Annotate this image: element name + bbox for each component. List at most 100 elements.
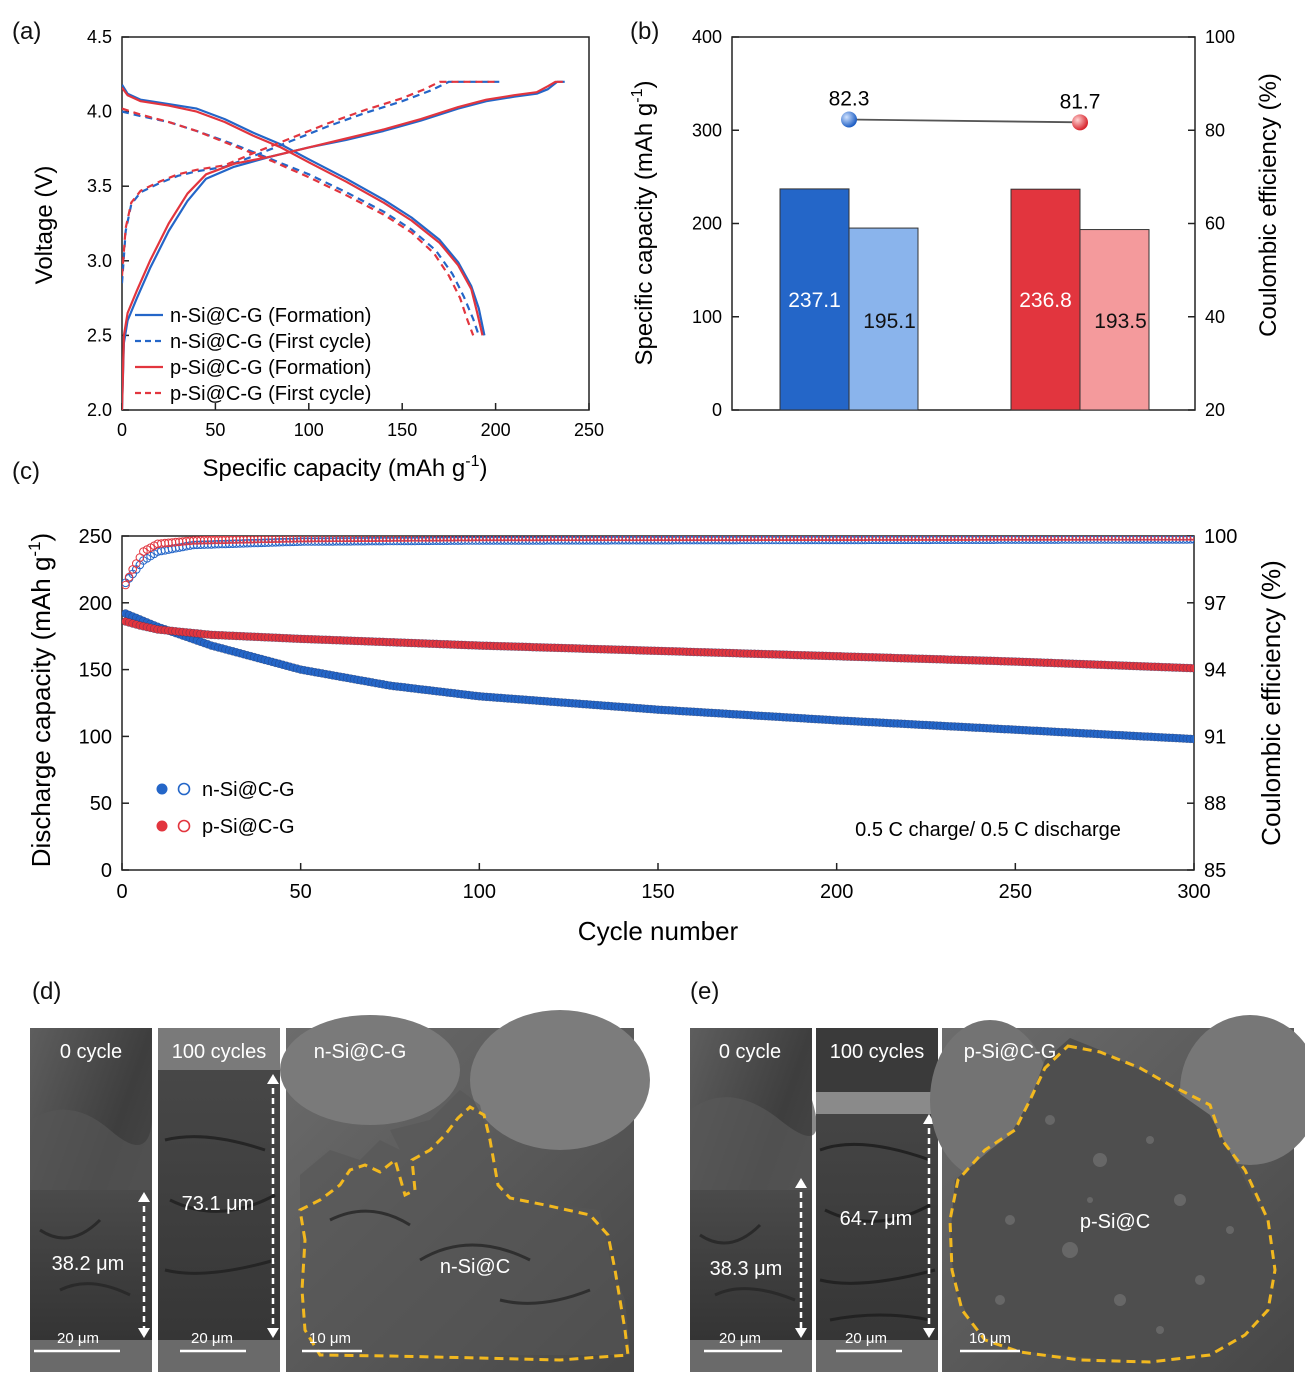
chart-a-series-7: [122, 107, 475, 336]
chart-c-point-2-234: [953, 536, 963, 544]
chart-c-point-2-237: [964, 536, 974, 544]
chart-c-y2tick-label: 94: [1204, 660, 1226, 682]
chart-c-point-3-106: [496, 536, 506, 542]
chart-b-bar-1: [848, 227, 919, 411]
chart-c-point-3-169: [721, 536, 731, 542]
legend-c-n-open: [177, 782, 191, 796]
chart-c-point-2-218: [896, 536, 906, 545]
chart-c-ytick-label: 100: [79, 726, 112, 748]
chart-a-xtick-label: 250: [574, 420, 604, 440]
chart-b-y2tick-label: 60: [1205, 214, 1225, 234]
chart-a-legend-label-3: p-Si@C-G (First cycle): [170, 383, 371, 405]
chart-c-point-3-241: [978, 536, 988, 541]
chart-b-bar-label-3: 193.5: [1094, 310, 1147, 333]
chart-c-point-3-50: [296, 536, 305, 543]
chart-c-point-3-76: [389, 536, 398, 542]
chart-c-point-2-245: [993, 536, 1002, 544]
chart-c-point-2-248: [1003, 536, 1013, 544]
chart-b-y2tick-label: 80: [1205, 120, 1225, 140]
chart-c-point-2-299: [1186, 536, 1194, 544]
legend-c-p-label: p-Si@C-G: [202, 816, 295, 838]
chart-c-point-3-121: [550, 536, 559, 542]
chart-a-legend-label-2: p-Si@C-G (Formation): [170, 357, 371, 379]
sem-d2-scale: 20 μm: [191, 1330, 233, 1347]
chart-c-ytick-label: 150: [79, 660, 112, 682]
chart-c-ytick-label: 250: [79, 526, 112, 548]
chart-c-point-3-196: [818, 536, 827, 542]
chart-a-series-3: [122, 110, 480, 336]
chart-a-ytick-label: 4.5: [87, 27, 112, 47]
chart-b-eff-point-1: [1072, 114, 1088, 131]
chart-c-point-2-223: [914, 536, 924, 545]
chart-c-xtick-label: 0: [116, 881, 127, 903]
chart-c-y2tick-label: 88: [1204, 793, 1226, 815]
chart-b-ylabel: Specific capacity (mAh g-1): [629, 80, 658, 365]
chart-b-y2tick-label: 40: [1205, 307, 1225, 327]
sem-d2-title: 100 cycles: [172, 1041, 267, 1063]
chart-c-point-3-64: [346, 536, 355, 543]
sem-e1-scale: 20 μm: [719, 1330, 761, 1347]
sem-e2-title: 100 cycles: [830, 1041, 925, 1063]
chart-b-eff-label-1: 81.7: [1060, 90, 1101, 113]
chart-c-xtick-label: 100: [463, 881, 496, 903]
panel-letter-c: (c): [12, 458, 40, 485]
sem-panel-e: 0 cycle 38.3 μm 20 μm 100 cycles 64.7 μm…: [690, 1015, 1305, 1372]
chart-c-point-2-214: [882, 536, 891, 545]
chart-c-point-3-180: [760, 536, 770, 542]
chart-c-point-3-129: [578, 536, 588, 542]
sem-e2-thickness: 64.7 μm: [840, 1208, 913, 1230]
chart-c-point-3-58: [325, 536, 334, 543]
sem-e3-particle-label: p-Si@C: [1080, 1211, 1150, 1233]
chart-c-point-3-54: [310, 536, 320, 543]
sem-panel-d: 0 cycle 38.2 μm 20 μm 100 cycles 73.1 μm…: [30, 1010, 650, 1372]
chart-c-point-3-225: [921, 536, 931, 541]
chart-a-xtick-label: 100: [294, 420, 324, 440]
chart-c-point-3-189: [793, 536, 802, 542]
chart-c-y2tick-label: 91: [1204, 726, 1226, 748]
chart-c-point-2-241: [978, 536, 988, 544]
chart-c-y2label: Coulombic efficiency (%): [1256, 560, 1286, 846]
chart-c-point-2-252: [1018, 536, 1027, 544]
chart-b-bar-label-0: 237.1: [788, 289, 841, 312]
chart-b-bar-0: [779, 188, 850, 411]
chart-c-point-2-211: [871, 536, 881, 545]
chart-c-point-2-230: [939, 536, 949, 544]
chart-c-point-3-163: [700, 536, 709, 542]
chart-c-point-3-234: [953, 536, 963, 541]
chart-c-point-3-170: [725, 536, 734, 542]
sem-e-image-3: p-Si@C-G p-Si@C 10 μm: [930, 1015, 1305, 1372]
sem-e3-title: p-Si@C-G: [964, 1041, 1057, 1063]
chart-c-point-3-193: [807, 536, 816, 542]
chart-c-xlabel: Cycle number: [578, 916, 739, 946]
sem-d3-particle-label: n-Si@C: [440, 1256, 510, 1278]
chart-c-point-3-72: [375, 536, 384, 542]
sem-d-image-2: 100 cycles 73.1 μm 20 μm: [158, 1028, 280, 1372]
chart-a-ytick-label: 3.0: [87, 251, 112, 271]
chart-c-point-3-252: [1018, 536, 1027, 541]
chart-a-series-6: [122, 80, 496, 276]
sem-d-image-3: n-Si@C-G n-Si@C 10 μm: [280, 1010, 650, 1372]
sem-e2-scale: 20 μm: [845, 1330, 887, 1347]
chart-a-ylabel: Voltage (V): [31, 166, 58, 285]
sem-d2-thickness: 73.1 μm: [182, 1193, 255, 1215]
chart-c-y2tick-label: 85: [1204, 860, 1226, 882]
chart-c-point-3-128: [575, 536, 584, 542]
chart-c-xtick-label: 200: [820, 881, 853, 903]
chart-c-point-3-166: [710, 536, 720, 542]
chart-c-y2tick-label: 97: [1204, 593, 1226, 615]
chart-c-point-3-99: [471, 536, 481, 542]
chart-c-point-3-102: [482, 536, 491, 542]
chart-b-ytick-label: 400: [692, 27, 722, 47]
chart-c-point-3-2: [124, 572, 134, 582]
chart-c-point-3-69: [364, 536, 373, 543]
chart-c-point-3-200: [832, 536, 841, 542]
chart-b-y2tick-label: 100: [1205, 27, 1235, 47]
legend-c-p-open: [177, 819, 191, 833]
chart-a-xtick-label: 150: [387, 420, 417, 440]
chart-c-point-2-253: [1021, 536, 1031, 544]
chart-c-point-3-114: [525, 536, 534, 542]
chart-c: 0 50 100 150 200 250 300 0 50 100 150 200 250 85 88 91 9…: [25, 526, 1286, 946]
chart-c-point-2-238: [968, 536, 977, 544]
chart-a-legend: n-Si@C-G (Formation) n-Si@C-G (First cycl…: [135, 305, 371, 405]
chart-b-y2tick-label: 20: [1205, 400, 1225, 420]
